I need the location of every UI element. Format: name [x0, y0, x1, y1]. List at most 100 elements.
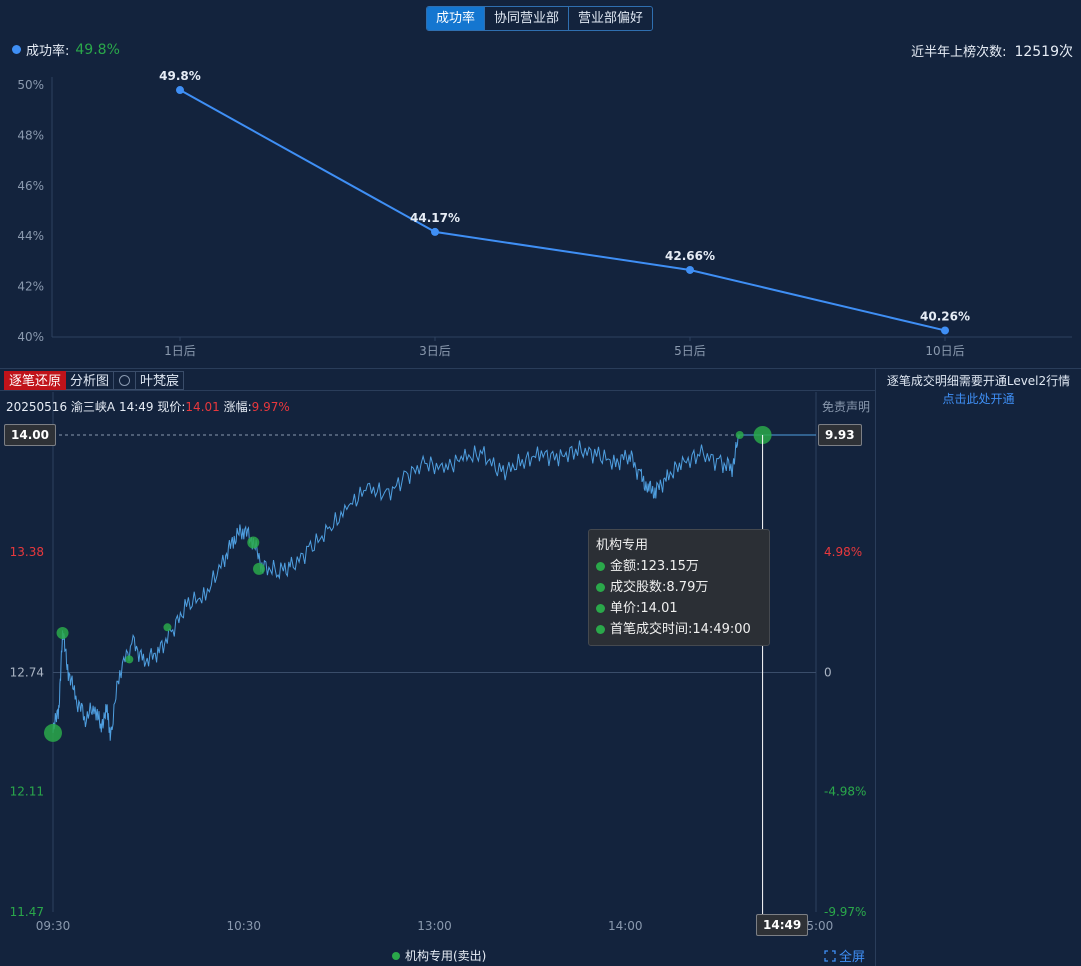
x-tick-label: 5日后	[674, 344, 706, 358]
tooltip-price-value: 14.01	[640, 601, 678, 616]
y-tick-label: 46%	[17, 179, 44, 193]
tooltip-dot-icon	[596, 583, 605, 592]
y-tick-label: 48%	[17, 128, 44, 142]
x-tick-label: 10:30	[226, 919, 261, 933]
right-tick-label: -9.97%	[824, 905, 866, 919]
data-label: 42.66%	[665, 249, 715, 263]
left-tick-label: 13.38	[10, 545, 44, 559]
y-tick-label: 44%	[17, 229, 44, 243]
listing-count-value: 12519次	[1014, 44, 1073, 60]
tooltip-time-value: 14:49:00	[692, 622, 751, 637]
y-tick-label: 50%	[17, 78, 44, 92]
left-tick-label: 12.11	[10, 784, 44, 798]
x-tick-label: 14:00	[608, 919, 643, 933]
left-price-box: 14.00	[4, 424, 56, 446]
level2-message: 逐笔成交明细需要开通Level2行情	[886, 374, 1071, 388]
stock-price: 14.01	[185, 400, 220, 414]
tooltip-amount-label: 金额:	[610, 559, 641, 574]
tab-branch-preference[interactable]: 营业部偏好	[569, 7, 653, 30]
section-divider	[0, 368, 1081, 369]
tooltip-row: 金额: 123.15万	[596, 556, 762, 577]
stock-date: 20250516	[6, 400, 68, 414]
trade-marker	[247, 536, 260, 549]
stock-info: 20250516 渝三峡A 14:49 现价:14.01 涨幅:9.97%	[6, 398, 290, 415]
x-tick-label: 3日后	[419, 344, 451, 358]
trade-marker	[44, 723, 62, 742]
tooltip-row: 单价: 14.01	[596, 598, 762, 619]
fullscreen-button[interactable]: 全屏	[824, 946, 865, 965]
tooltip-dot-icon	[596, 562, 605, 571]
data-label: 44.17%	[410, 211, 460, 225]
tooltip-title: 机构专用	[596, 538, 649, 553]
tab-analysis[interactable]: 分析图	[66, 371, 115, 390]
history-icon[interactable]	[114, 371, 137, 390]
tooltip-row: 成交股数: 8.79万	[596, 577, 762, 598]
right-tick-label: 0	[824, 666, 832, 680]
x-tick-label: 09:30	[36, 919, 71, 933]
legend-dot-icon	[12, 45, 21, 54]
level2-open-link[interactable]: 点击此处开通	[942, 392, 1015, 406]
success-rate-chart: 40% 42% 44% 46% 48% 50% 1日后 3日后 5日后 10日后 49.8% 44.1…	[17, 69, 1072, 358]
price-label: 现价:	[157, 400, 186, 414]
sub-divider	[0, 390, 875, 391]
tooltip-dot-icon	[596, 625, 605, 634]
tooltip-price-label: 单价:	[610, 601, 641, 616]
tab-trader[interactable]: 叶梵宸	[136, 371, 185, 390]
trade-marker	[56, 626, 69, 639]
success-rate-point	[431, 227, 439, 236]
legend-value: 49.8%	[75, 41, 120, 58]
tab-cooperating-branch[interactable]: 协同营业部	[485, 7, 570, 30]
detail-tabs: 逐笔还原 分析图 叶梵宸	[4, 371, 185, 390]
price-line	[52, 434, 816, 741]
panel-divider	[875, 369, 876, 966]
success-rate-point	[686, 265, 694, 274]
cursor-time-box: 14:49	[756, 914, 809, 936]
tooltip-time-label: 首笔成交时间:	[610, 622, 693, 637]
tooltip-amount-value: 123.15万	[640, 559, 699, 574]
listing-count: 近半年上榜次数: 12519次	[911, 41, 1073, 61]
data-label: 49.8%	[159, 69, 201, 83]
tooltip-volume-label: 成交股数:	[610, 580, 667, 595]
stock-change: 9.97%	[251, 400, 290, 414]
left-tick-label: 11.47	[10, 905, 44, 919]
trade-legend[interactable]: 机构专用(卖出)	[392, 947, 486, 964]
left-tick-label: 12.74	[10, 666, 44, 680]
x-tick-label: 1日后	[164, 344, 196, 358]
fullscreen-label: 全屏	[839, 950, 866, 965]
tooltip-dot-icon	[596, 604, 605, 613]
tooltip-volume-value: 8.79万	[666, 580, 709, 595]
trade-marker	[735, 431, 744, 439]
success-rate-line	[179, 89, 946, 332]
level2-panel: 逐笔成交明细需要开通Level2行情 点击此处开通	[876, 372, 1081, 408]
trade-marker	[253, 562, 266, 575]
x-tick-label: 10日后	[925, 344, 964, 358]
top-tabs: 成功率 协同营业部 营业部偏好	[426, 6, 654, 31]
tooltip-row: 首笔成交时间: 14:49:00	[596, 619, 762, 640]
success-rate-legend: 成功率: 49.8%	[12, 40, 120, 59]
expand-icon	[824, 949, 836, 962]
tab-success-rate[interactable]: 成功率	[427, 7, 486, 30]
right-change-box: 9.93	[818, 424, 862, 446]
legend-label: 成功率:	[26, 44, 70, 59]
success-rate-point	[941, 326, 949, 335]
stock-time: 14:49	[118, 400, 154, 414]
x-tick-label: 13:00	[417, 919, 452, 933]
right-tick-label: -4.98%	[824, 784, 866, 798]
trade-marker	[163, 623, 172, 632]
data-label: 40.26%	[920, 309, 970, 323]
trade-tooltip: 机构专用 金额: 123.15万 成交股数: 8.79万 单价: 14.01 首笔成交…	[588, 529, 770, 646]
listing-count-label: 近半年上榜次数:	[911, 45, 1007, 60]
legend-dot-icon	[392, 951, 400, 960]
y-tick-label: 40%	[17, 330, 44, 344]
y-tick-label: 42%	[17, 280, 44, 294]
disclaimer-link[interactable]: 免责声明	[822, 400, 871, 414]
trade-marker	[125, 655, 134, 664]
change-label: 涨幅:	[223, 400, 252, 414]
intraday-chart: 13.38 12.74 12.11 11.47 4.98% 0 -4.98% -9.97% 09…	[10, 392, 866, 933]
success-rate-point	[176, 86, 184, 95]
tab-tick-restore[interactable]: 逐笔还原	[4, 371, 67, 390]
stock-name: 渝三峡A	[70, 400, 116, 414]
trade-legend-label: 机构专用(卖出)	[405, 949, 487, 963]
right-tick-label: 4.98%	[824, 545, 862, 559]
